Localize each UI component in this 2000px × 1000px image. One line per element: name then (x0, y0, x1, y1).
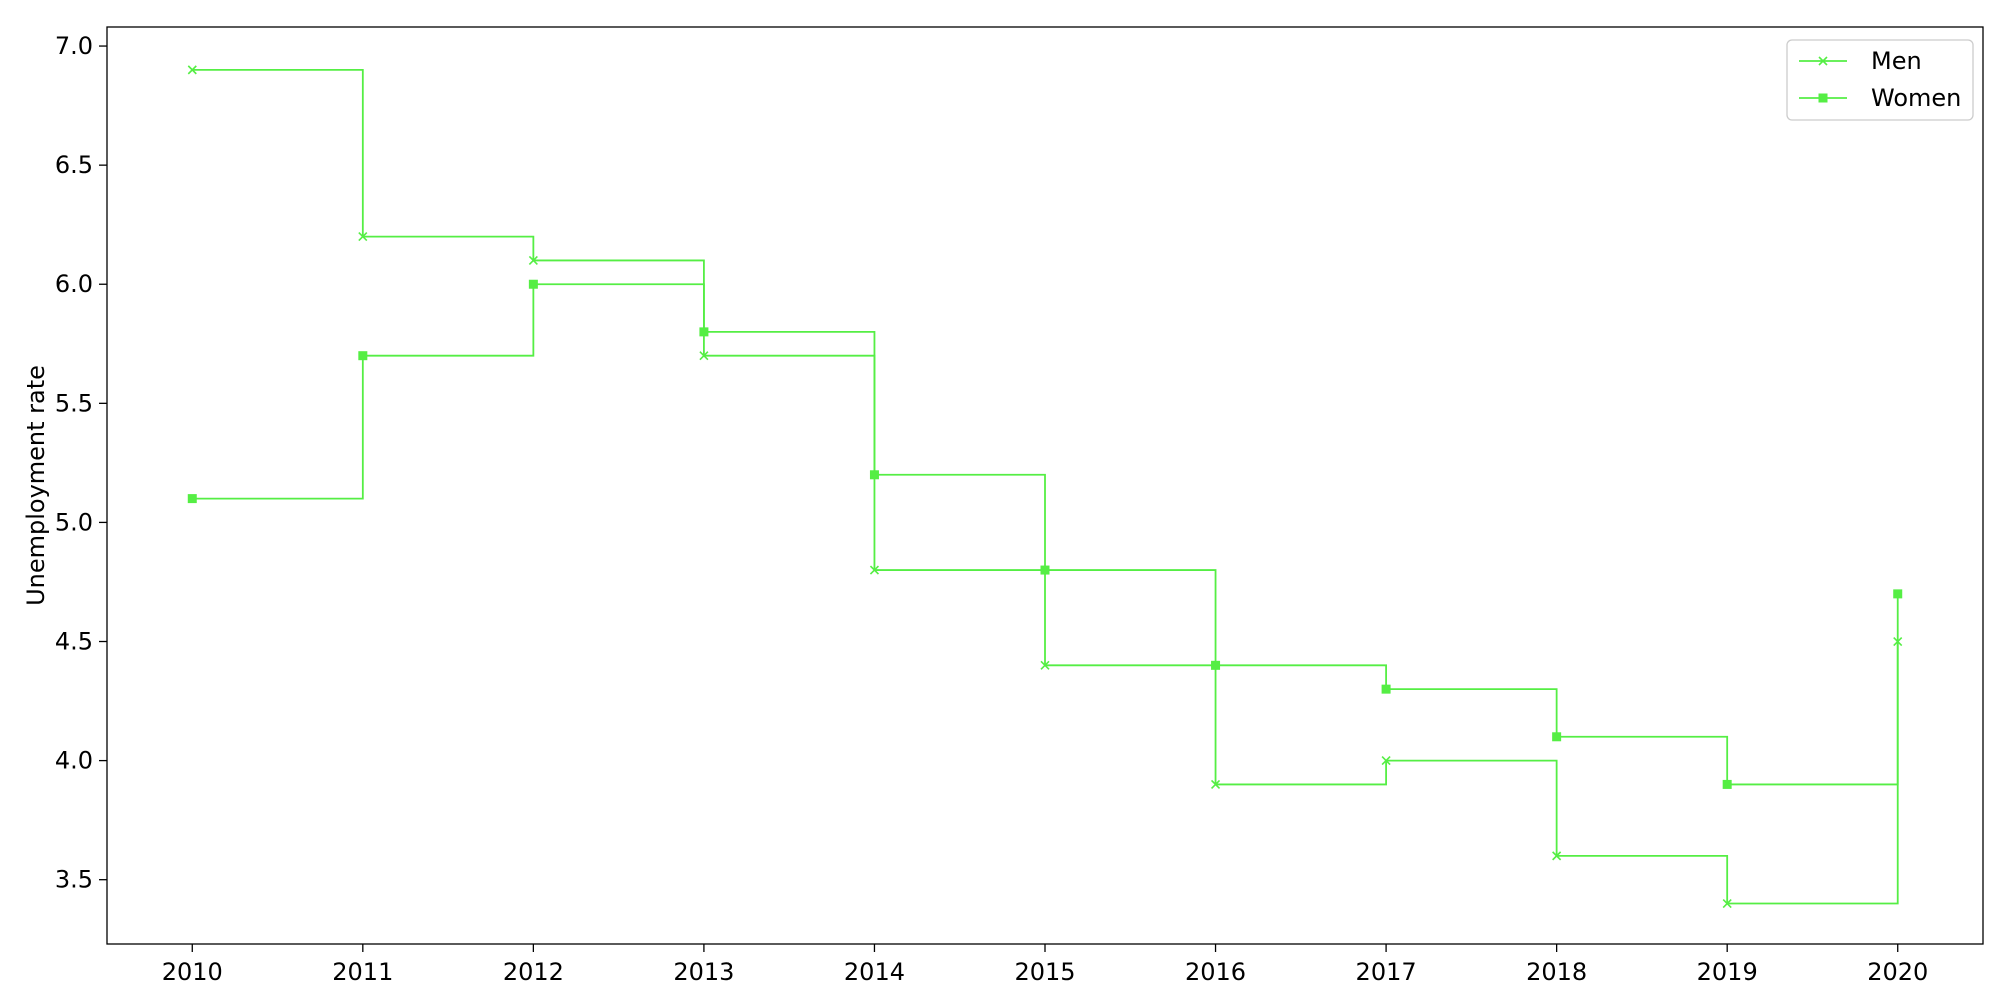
y-tick-label: 6.0 (55, 270, 93, 298)
y-tick-label: 4.0 (55, 747, 93, 775)
x-tick-label: 2018 (1526, 958, 1587, 986)
x-tick-label: 2010 (162, 958, 223, 986)
data-point-x-marker (869, 565, 880, 575)
data-point-x-marker (1818, 56, 1828, 66)
y-tick-label: 3.5 (55, 866, 93, 894)
y-tick-label: 7.0 (55, 32, 93, 60)
data-point-square-marker (699, 327, 709, 337)
y-tick-label: 5.0 (55, 508, 93, 536)
data-point-x-marker (1552, 851, 1562, 861)
x-tick-label: 2012 (503, 958, 564, 986)
data-point-x-marker (1040, 660, 1050, 670)
x-tick-label: 2011 (332, 958, 393, 986)
data-point-square-marker (869, 470, 879, 480)
series-men (187, 65, 1903, 909)
x-tick-label: 2020 (1867, 958, 1928, 986)
data-point-square-marker (187, 494, 197, 504)
x-tick-label: 2019 (1697, 958, 1758, 986)
data-point-square-marker (1211, 660, 1221, 670)
data-point-square-marker (1381, 684, 1391, 694)
legend-label: Men (1871, 47, 1922, 75)
y-axis-label: Unemployment rate (22, 365, 50, 606)
data-point-x-marker (699, 351, 709, 361)
x-tick-label: 2015 (1014, 958, 1075, 986)
y-tick-label: 5.5 (55, 389, 93, 417)
legend-box (1786, 39, 1974, 121)
data-point-square-marker (1893, 589, 1903, 599)
x-tick-label: 2016 (1185, 958, 1246, 986)
data-point-square-marker (358, 351, 368, 361)
y-tick-label: 4.5 (55, 628, 93, 656)
data-point-square-marker (1818, 93, 1828, 103)
y-tick-label: 6.5 (55, 151, 93, 179)
data-point-x-marker (528, 255, 538, 265)
x-tick-label: 2013 (673, 958, 734, 986)
data-point-x-marker (1722, 898, 1732, 909)
legend-entry-women: Women (1799, 84, 1961, 112)
x-tick-label: 2017 (1356, 958, 1417, 986)
data-point-x-marker (187, 65, 197, 75)
x-tick-label: 2014 (844, 958, 905, 986)
y-axis: 3.5 4.0 4.5 5.0 5.5 6.0 6.5 7.0 (55, 32, 107, 894)
data-point-square-marker (1552, 732, 1562, 742)
data-point-x-marker (358, 232, 368, 242)
data-point-square-marker (528, 279, 538, 289)
legend-label: Women (1871, 84, 1961, 112)
legend-entry-men: Men (1799, 47, 1922, 75)
data-point-x-marker (1381, 756, 1391, 766)
x-axis: 2010 2011 2012 2013 2014 2015 2016 2017 2018 2019… (162, 944, 1928, 986)
plot-area (187, 65, 1903, 909)
legend: Men Women (1786, 39, 1974, 121)
data-point-square-marker (1040, 565, 1050, 575)
data-point-x-marker (1210, 779, 1221, 789)
data-point-square-marker (1722, 779, 1732, 789)
series-women (187, 279, 1903, 789)
